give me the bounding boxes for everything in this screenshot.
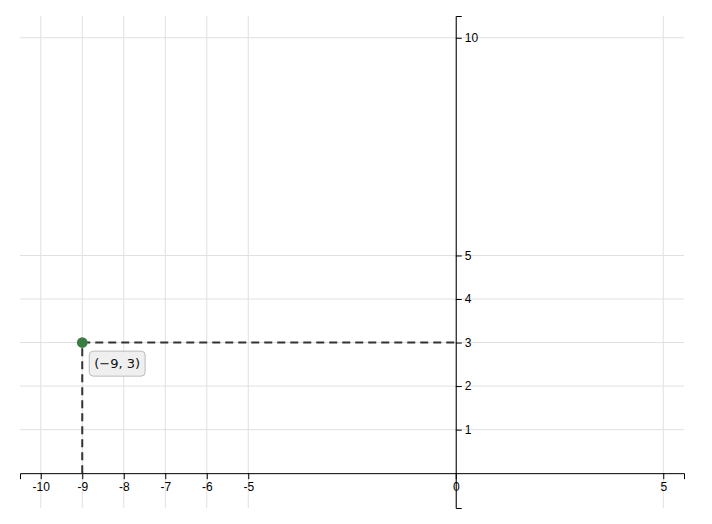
x-tick-mark <box>165 473 166 479</box>
x-tick: -6 <box>202 473 213 494</box>
chart: -10-9-8-7-6-5051234510(−9, 3) <box>0 0 712 524</box>
annotation-text: (−9, 3) <box>94 356 140 371</box>
x-axis: -10-9-8-7-6-505 <box>21 473 685 494</box>
annotations: (−9, 3) <box>89 351 145 376</box>
x-tick-mark <box>124 473 125 479</box>
x-tick-label: -7 <box>160 480 171 494</box>
grid-line-y <box>20 255 684 256</box>
marks <box>77 337 456 473</box>
x-axis-line <box>21 474 685 480</box>
y-axis-line <box>456 17 462 509</box>
x-tick-label: -10 <box>33 480 51 494</box>
y-tick-mark <box>456 38 462 39</box>
x-tick-label: -5 <box>243 480 254 494</box>
y-tick: 4 <box>456 292 472 306</box>
grid-line-x <box>40 16 41 508</box>
grid-line-x <box>663 16 664 508</box>
grid-line-x <box>206 16 207 508</box>
annotation-box <box>89 351 145 376</box>
y-tick-mark <box>456 299 462 300</box>
y-tick-mark <box>456 430 462 431</box>
grid-line-y <box>20 386 684 387</box>
y-tick: 2 <box>456 379 472 393</box>
x-tick-label: -8 <box>119 480 130 494</box>
y-axis: 1 2 3 4 5 10 <box>456 17 479 509</box>
x-tick-mark <box>41 473 42 479</box>
x-tick: -7 <box>160 473 171 494</box>
x-tick-label: -9 <box>77 480 88 494</box>
grid-line-x <box>165 16 166 508</box>
annotation: (−9, 3) <box>89 351 145 376</box>
y-tick-label: 5 <box>465 249 472 263</box>
x-tick-label: -6 <box>202 480 213 494</box>
drop-line-horizontal <box>82 342 456 344</box>
grid <box>20 16 684 508</box>
y-tick-mark <box>456 255 462 256</box>
y-tick: 1 <box>456 423 472 437</box>
x-tick: -8 <box>119 473 130 494</box>
y-tick-label: 4 <box>465 292 472 306</box>
x-tick-label: 5 <box>660 480 667 494</box>
plot: -10-9-8-7-6-5051234510(−9, 3) <box>20 16 685 509</box>
x-tick-mark <box>82 473 83 479</box>
y-tick-mark <box>456 386 462 387</box>
y-tick: 10 <box>456 31 479 45</box>
x-tick-mark <box>248 473 249 479</box>
grid-line-x <box>248 16 249 508</box>
grid-line-x <box>82 16 83 508</box>
grid-line-y <box>20 342 684 343</box>
x-tick-mark <box>663 473 664 479</box>
grid-line-y <box>20 429 684 430</box>
drop-line-vertical <box>81 343 83 474</box>
x-tick: -5 <box>243 473 254 494</box>
x-tick: 5 <box>660 473 667 494</box>
grid-line-y <box>20 37 684 38</box>
x-tick: -9 <box>77 473 88 494</box>
x-tick-mark <box>207 473 208 479</box>
y-tick-label: 1 <box>465 423 472 437</box>
y-tick-label: 10 <box>465 31 479 45</box>
grid-line-y <box>20 299 684 300</box>
y-tick: 5 <box>456 249 472 263</box>
y-tick-label: 2 <box>465 379 472 393</box>
y-tick-mark <box>456 343 462 344</box>
y-tick-label: 3 <box>465 336 472 350</box>
grid-line-x <box>123 16 124 508</box>
point <box>77 337 88 348</box>
y-tick: 3 <box>456 336 472 350</box>
x-tick: -10 <box>33 473 51 494</box>
